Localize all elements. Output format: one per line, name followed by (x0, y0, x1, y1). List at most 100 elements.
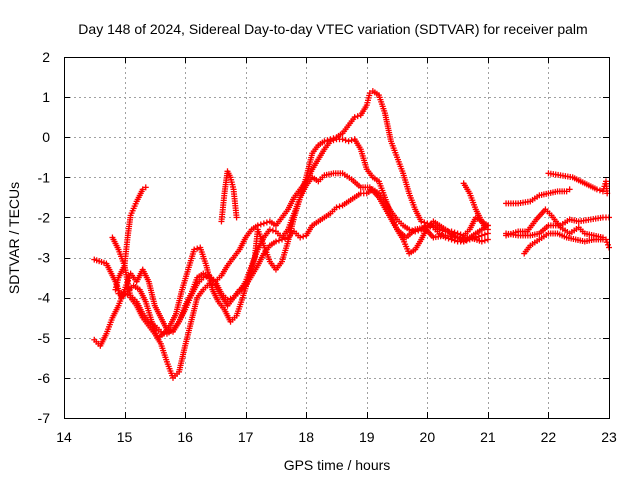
y-tick-label: 1 (42, 89, 50, 105)
data-point (263, 219, 270, 226)
data-point (342, 137, 349, 144)
data-point (563, 188, 570, 195)
data-marks (91, 88, 612, 381)
data-point (333, 204, 340, 211)
data-point (409, 227, 416, 234)
x-tick-label: 18 (298, 429, 314, 445)
data-point (448, 228, 455, 235)
data-point (269, 227, 276, 234)
data-point (421, 219, 428, 226)
data-point (481, 231, 488, 238)
y-tick-label: -6 (38, 370, 51, 386)
data-point (124, 291, 131, 298)
y-tick-label: -5 (38, 330, 51, 346)
data-point (354, 113, 361, 120)
x-tick-label: 21 (480, 429, 496, 445)
data-point (321, 138, 328, 145)
series-track-6 (218, 168, 240, 225)
data-point (436, 226, 443, 233)
data-point (415, 227, 422, 234)
y-tick-label: 2 (42, 49, 50, 65)
data-point (121, 290, 128, 297)
data-point (266, 226, 273, 233)
data-point (599, 236, 606, 243)
data-point (475, 233, 482, 240)
data-point (257, 221, 264, 228)
data-point (566, 186, 573, 193)
data-point (300, 233, 307, 240)
series-track-4 (115, 88, 491, 337)
data-point (484, 236, 491, 243)
data-point (469, 235, 476, 242)
data-point (157, 328, 164, 335)
data-point (209, 281, 216, 288)
data-point (297, 234, 304, 241)
y-tick-label: -3 (38, 250, 51, 266)
y-tick-label: -4 (38, 290, 51, 306)
data-point (142, 184, 149, 191)
y-tick-label: -7 (38, 410, 51, 426)
data-point (336, 203, 343, 210)
data-point (139, 186, 146, 193)
data-point (160, 329, 167, 336)
data-point (442, 234, 449, 241)
data-point (454, 230, 461, 237)
x-tick-label: 17 (238, 429, 254, 445)
x-tick-label: 23 (601, 429, 617, 445)
x-tick-label: 22 (541, 429, 557, 445)
data-point (418, 218, 425, 225)
x-tick-label: 15 (117, 429, 133, 445)
data-point (206, 280, 213, 287)
plot-frame (64, 57, 610, 419)
data-point (324, 137, 331, 144)
data-point (254, 222, 261, 229)
data-point (203, 273, 210, 280)
data-point (451, 237, 458, 244)
data-point (345, 138, 352, 145)
data-point (412, 228, 419, 235)
data-point (406, 226, 413, 233)
data-point (478, 232, 485, 239)
data-point (200, 274, 207, 281)
series-track-1 (91, 170, 491, 341)
data-point (439, 227, 446, 234)
y-tick-labels: -7 -6 -5 -4 -3 -2 -1 0 1 2 (38, 49, 51, 426)
data-point (191, 246, 198, 253)
data-point (194, 245, 201, 252)
data-point (348, 137, 355, 144)
data-point (460, 238, 467, 245)
series-track-12 (521, 230, 606, 257)
y-tick-label: -2 (38, 209, 51, 225)
data-point (224, 296, 231, 303)
chart-title: Day 148 of 2024, Sidereal Day-to-day VTE… (78, 21, 587, 37)
data-point (484, 226, 491, 233)
data-point (351, 114, 358, 121)
data-point (330, 135, 337, 142)
series-track-7 (460, 180, 491, 233)
data-point (327, 136, 334, 143)
data-point (445, 235, 452, 242)
series-track-5 (112, 184, 149, 293)
data-point (339, 136, 346, 143)
data-point (472, 234, 479, 241)
data-point (603, 239, 610, 246)
y-tick-label: -1 (38, 169, 51, 185)
series-track-3 (109, 186, 491, 381)
y-axis-label: SDTVAR / TECUs (6, 182, 22, 294)
y-tick-label: 0 (42, 129, 50, 145)
x-axis-label: GPS time / hours (284, 457, 391, 473)
series-track-8 (503, 186, 573, 207)
data-point (451, 229, 458, 236)
data-point (481, 237, 488, 244)
data-point (424, 220, 431, 227)
data-point (596, 187, 603, 194)
data-point (272, 238, 279, 245)
data-point (593, 186, 600, 193)
data-point (463, 237, 470, 244)
data-point (275, 237, 282, 244)
data-point (233, 214, 240, 221)
x-tick-label: 20 (420, 429, 436, 445)
series-track-11 (503, 206, 612, 251)
x-tick-labels: 14 15 16 17 18 19 20 21 22 23 (56, 429, 617, 445)
